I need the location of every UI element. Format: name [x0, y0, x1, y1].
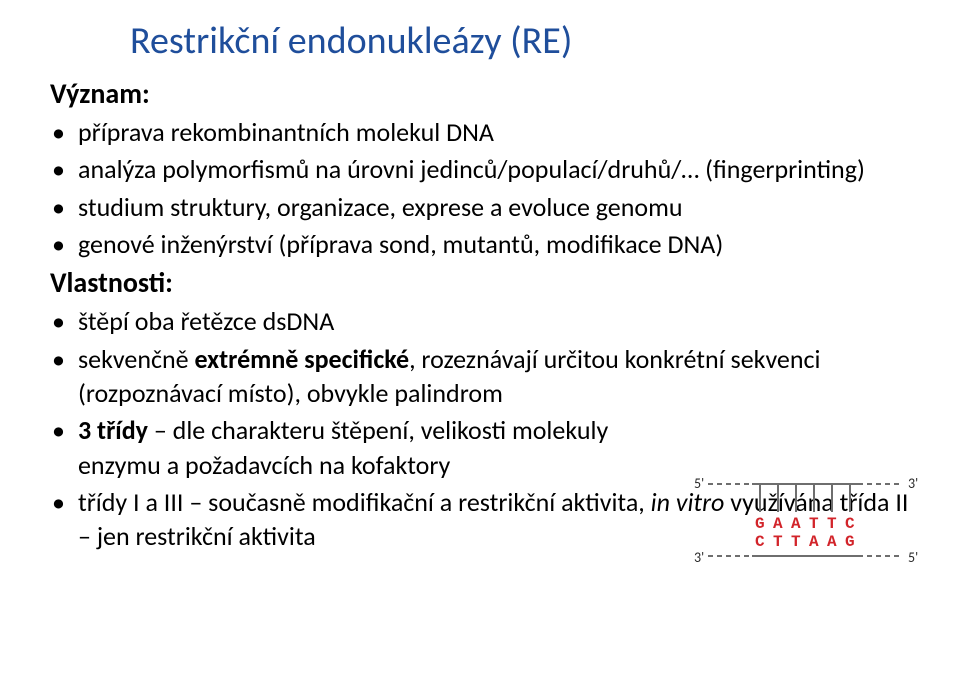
svg-text:T: T: [773, 533, 783, 551]
svg-text:A: A: [791, 515, 801, 533]
list-item: studium struktury, organizace, exprese a…: [78, 190, 920, 224]
list-item: genové inženýrství (příprava sond, mutan…: [78, 227, 920, 261]
svg-text:C: C: [755, 533, 765, 551]
svg-text:A: A: [809, 533, 819, 551]
list-item: sekvenčně extrémně specifické, rozeznáva…: [78, 342, 920, 411]
list-item: štěpí oba řetězce dsDNA: [78, 304, 920, 338]
svg-text:T: T: [791, 533, 801, 551]
label-3-top: 3': [908, 475, 918, 492]
label-3-bot: 3': [694, 549, 704, 566]
page-title: Restrikční endonukleázy (RE): [130, 18, 920, 64]
list-item: příprava rekombinantních molekul DNA: [78, 115, 920, 149]
svg-text:G: G: [845, 533, 855, 551]
svg-text:T: T: [809, 515, 819, 533]
label-5-top: 5': [694, 475, 704, 492]
dna-diagram: 5' 3' 3' 5' G A A T T C: [690, 472, 920, 566]
list-vyznam: příprava rekombinantních molekul DNA ana…: [50, 115, 920, 261]
svg-text:A: A: [827, 533, 837, 551]
label-5-bot: 5': [908, 549, 918, 566]
svg-text:T: T: [827, 515, 837, 533]
list-item: analýza polymorfismů na úrovni jedinců/p…: [78, 152, 920, 186]
section-heading-vlastnosti: Vlastnosti:: [50, 265, 920, 300]
svg-text:G: G: [755, 515, 765, 533]
svg-text:C: C: [845, 515, 855, 533]
section-heading-vyznam: Význam:: [50, 76, 920, 111]
svg-text:A: A: [773, 515, 783, 533]
